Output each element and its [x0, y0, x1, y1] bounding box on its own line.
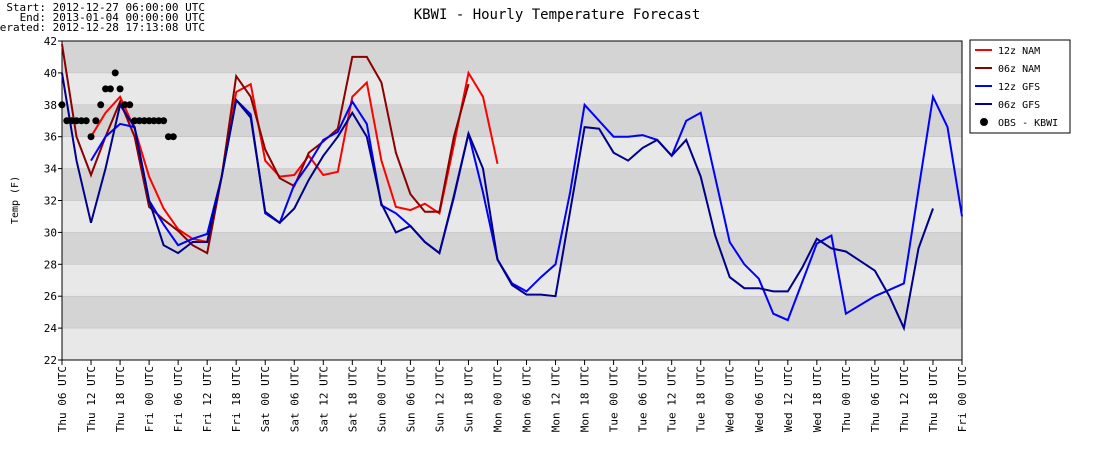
band	[62, 200, 962, 233]
y-tick-label: 32	[44, 195, 57, 208]
obs-point	[164, 133, 172, 141]
x-tick-label: Fri 12 UTC	[201, 366, 214, 432]
x-tick-label: Wed 18 UTC	[811, 366, 824, 432]
band	[62, 296, 962, 329]
x-tick-label: Fri 00 UTC	[956, 366, 969, 432]
obs-point	[58, 101, 66, 109]
x-tick-label: Sun 06 UTC	[404, 366, 417, 432]
chart-title: KBWI - Hourly Temperature Forecast	[414, 7, 701, 23]
y-tick-label: 38	[44, 99, 57, 112]
band	[62, 328, 962, 360]
x-tick-label: Mon 18 UTC	[579, 366, 592, 432]
obs-point	[121, 101, 129, 109]
x-tick-label: Sat 00 UTC	[259, 366, 272, 432]
obs-point	[145, 117, 153, 125]
band	[62, 41, 962, 73]
series-line	[90, 70, 499, 244]
series-line	[61, 72, 934, 332]
band	[62, 136, 962, 169]
obs-point	[106, 85, 114, 93]
x-tick-label: Sun 00 UTC	[375, 366, 388, 432]
obs-point	[77, 117, 85, 125]
obs-point	[160, 117, 168, 125]
y-tick-label: 40	[44, 67, 57, 80]
obs-point	[97, 101, 105, 109]
y-tick-label: 36	[44, 131, 57, 144]
x-tick-label: Thu 18 UTC	[927, 366, 940, 432]
obs-point	[87, 133, 95, 141]
x-tick-label: Thu 06 UTC	[56, 366, 69, 432]
obs-point	[92, 117, 100, 125]
y-tick-label: 34	[44, 163, 58, 176]
obs-point	[150, 117, 158, 125]
obs-point	[131, 117, 139, 125]
legend-label: 06z NAM	[998, 64, 1040, 75]
x-tick-label: Thu 18 UTC	[114, 366, 127, 432]
obs-point	[126, 101, 134, 109]
obs-point	[73, 117, 81, 125]
x-tick-label: Sat 06 UTC	[288, 366, 301, 432]
obs-point	[135, 117, 143, 125]
header-end: End: 2013-01-04 00:00:00 UTC	[20, 11, 205, 24]
x-tick-label: Thu 12 UTC	[898, 366, 911, 432]
band	[62, 72, 962, 105]
x-tick-label: Sat 12 UTC	[317, 366, 330, 432]
y-tick-label: 26	[44, 290, 57, 303]
x-tick-label: Mon 00 UTC	[491, 366, 504, 432]
band	[62, 264, 962, 297]
x-tick-label: Fri 18 UTC	[230, 366, 243, 432]
plot-frame	[61, 40, 963, 361]
x-tick-label: Sun 12 UTC	[433, 366, 446, 432]
x-tick-label: Sun 18 UTC	[462, 366, 475, 432]
x-tick-label: Fri 06 UTC	[172, 366, 185, 432]
header-generated: Generated: 2012-12-28 17:13:08 UTC	[0, 21, 205, 34]
obs-point	[102, 85, 110, 93]
x-tick-label: Fri 00 UTC	[143, 366, 156, 432]
x-tick-label: Wed 06 UTC	[753, 366, 766, 432]
obs-point	[68, 117, 76, 125]
band	[62, 104, 962, 137]
obs-point	[140, 117, 148, 125]
y-tick-label: 28	[44, 258, 57, 271]
header-start: Start: 2012-12-27 06:00:00 UTC	[6, 1, 205, 14]
y-axis-label: Temp (F)	[10, 176, 21, 224]
obs-point	[169, 133, 177, 141]
legend-label: 12z GFS	[998, 82, 1040, 93]
obs-point	[63, 117, 71, 125]
x-tick-label: Tue 18 UTC	[695, 366, 708, 432]
obs-point	[82, 117, 90, 125]
band	[62, 168, 962, 201]
series-line	[61, 44, 470, 255]
obs-point	[116, 85, 124, 93]
legend-marker	[980, 118, 988, 126]
x-tick-label: Mon 12 UTC	[550, 366, 563, 432]
legend-label: OBS - KBWI	[998, 118, 1058, 129]
x-tick-label: Thu 12 UTC	[85, 366, 98, 432]
y-tick-label: 24	[44, 322, 58, 335]
obs-point	[155, 117, 163, 125]
y-tick-label: 42	[44, 35, 57, 48]
x-tick-label: Sat 18 UTC	[346, 366, 359, 432]
x-tick-label: Thu 06 UTC	[869, 366, 882, 432]
legend-label: 12z NAM	[998, 46, 1040, 57]
x-tick-label: Thu 00 UTC	[840, 366, 853, 432]
x-tick-label: Mon 06 UTC	[521, 366, 534, 432]
x-tick-label: Tue 12 UTC	[666, 366, 679, 432]
x-tick-label: Wed 00 UTC	[724, 366, 737, 432]
y-tick-label: 30	[44, 226, 57, 239]
y-tick-label: 22	[44, 354, 57, 367]
x-tick-label: Tue 06 UTC	[637, 366, 650, 432]
x-tick-label: Tue 00 UTC	[608, 366, 621, 432]
legend-label: 06z GFS	[998, 100, 1040, 111]
x-tick-label: Wed 12 UTC	[782, 366, 795, 432]
obs-point	[111, 69, 119, 77]
